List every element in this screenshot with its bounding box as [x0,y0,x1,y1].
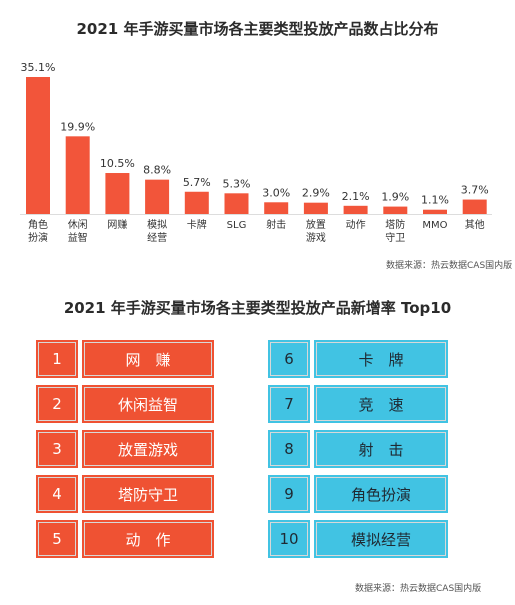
category-label: 角色 [28,218,48,231]
rank-number: 3 [36,430,78,468]
data-label: 1.9% [381,191,409,204]
category-label: 射击 [266,219,286,231]
ranking-row: 10 模拟经营 [268,520,448,558]
data-label: 10.5% [100,157,135,170]
rank-genre: 竞 速 [314,385,448,423]
data-label: 35.1% [21,61,56,74]
bar [343,205,368,214]
data-label: 1.1% [421,194,449,207]
bar [423,209,447,214]
rank-number: 6 [268,340,310,378]
category-label: MMO [422,220,447,231]
ranking-row: 3 放置游戏 [36,430,214,468]
ranking-row: 9 角色扮演 [268,475,448,513]
rank-genre: 模拟经营 [314,520,448,558]
rank-number: 7 [268,385,310,423]
category-label: SLG [227,220,247,231]
rank-genre: 休闲益智 [82,385,214,423]
ranking-row: 2 休闲益智 [36,385,214,423]
category-label: 守卫 [385,231,405,244]
rank-genre: 网 赚 [82,340,214,378]
ranking-title: 2021 年手游买量市场各主要类型投放产品新增率 Top10 [63,299,452,317]
category-label: 其他 [465,218,485,231]
rank-genre: 塔防守卫 [82,475,214,513]
data-label: 2.1% [342,190,370,203]
bar [65,136,90,214]
data-label: 19.9% [60,120,95,133]
ranking-source: 数据来源：热云数据CAS国内版 [355,584,482,594]
category-label: 休闲 [68,218,88,231]
category-label: 游戏 [306,231,326,244]
category-label: 卡牌 [187,218,207,231]
rank-number: 10 [268,520,310,558]
bar [105,173,130,214]
data-label: 2.9% [302,187,330,200]
bar-chart: 35.1% 角色扮演 19.9% 休闲益智 10.5% 网赚 8.8% 模拟经营 5.7% 卡牌 5… [20,61,492,244]
bar [383,206,408,214]
data-label: 3.7% [461,184,489,197]
data-label: 5.3% [223,177,251,190]
rank-number: 8 [268,430,310,468]
rank-genre: 卡 牌 [314,340,448,378]
rank-number: 4 [36,475,78,513]
category-label: 网赚 [107,218,127,231]
category-label: 益智 [68,231,88,244]
bar [224,193,249,214]
category-label: 塔防 [385,218,405,231]
category-label: 动作 [346,219,366,231]
rank-genre: 动 作 [82,520,214,558]
bar [264,202,289,214]
rank-genre: 角色扮演 [314,475,448,513]
ranking-row: 4 塔防守卫 [36,475,214,513]
bar [462,199,487,214]
data-label: 3.0% [262,186,290,199]
category-label: 模拟 [147,218,167,231]
data-label: 5.7% [183,176,211,189]
bar [145,179,170,214]
bar [184,191,209,214]
category-label: 经营 [147,231,167,244]
bar [26,77,50,214]
category-label: 扮演 [28,231,48,244]
rank-genre: 射 击 [314,430,448,468]
rank-number: 9 [268,475,310,513]
rank-genre: 放置游戏 [82,430,214,468]
category-label: 放置 [306,218,326,231]
chart-title: 2021 年手游买量市场各主要类型投放产品数占比分布 [76,20,439,38]
bar [303,202,328,214]
rank-number: 5 [36,520,78,558]
rank-number: 1 [36,340,78,378]
rank-number: 2 [36,385,78,423]
data-label: 8.8% [143,164,171,177]
chart-source: 数据来源：热云数据CAS国内版 [386,261,513,271]
